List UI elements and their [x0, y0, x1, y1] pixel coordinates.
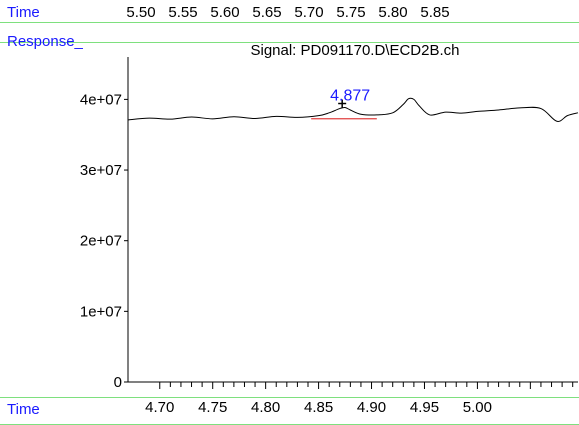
peak-label: 4.877	[330, 88, 370, 105]
y-tick-label: 2e+07	[80, 233, 122, 250]
x-tick-label: 4.95	[410, 399, 439, 416]
top-time-tick-label: 5.60	[210, 4, 240, 21]
top-time-label: Time	[7, 4, 40, 21]
top-time-tick-label: 5.85	[420, 4, 450, 21]
y-tick-label: 4e+07	[80, 91, 122, 108]
x-tick-label: 4.85	[304, 399, 333, 416]
top-time-tick-label: 5.50	[126, 4, 156, 21]
x-tick-label: 4.80	[251, 399, 280, 416]
response-header-band	[0, 22, 579, 43]
response-label: Response_	[7, 33, 83, 50]
x-tick-label: 4.75	[198, 399, 227, 416]
y-tick-label: 0	[114, 374, 122, 391]
signal-trace	[127, 97, 579, 122]
time-header-band	[0, 0, 579, 23]
x-tick-label: 4.70	[145, 399, 174, 416]
y-tick-label: 1e+07	[80, 303, 122, 320]
top-time-tick-label: 5.80	[378, 4, 408, 21]
bottom-time-label: Time	[7, 401, 40, 418]
y-tick-label: 3e+07	[80, 162, 122, 179]
top-time-tick-label: 5.65	[252, 4, 282, 21]
x-tick-label: 4.90	[357, 399, 386, 416]
chart-title: Signal: PD091170.D\ECD2B.ch	[250, 42, 459, 59]
x-tick-label: 5.00	[463, 399, 492, 416]
top-time-tick-label: 5.75	[336, 4, 366, 21]
top-time-tick-label: 5.55	[168, 4, 198, 21]
top-time-tick-label: 5.70	[294, 4, 324, 21]
